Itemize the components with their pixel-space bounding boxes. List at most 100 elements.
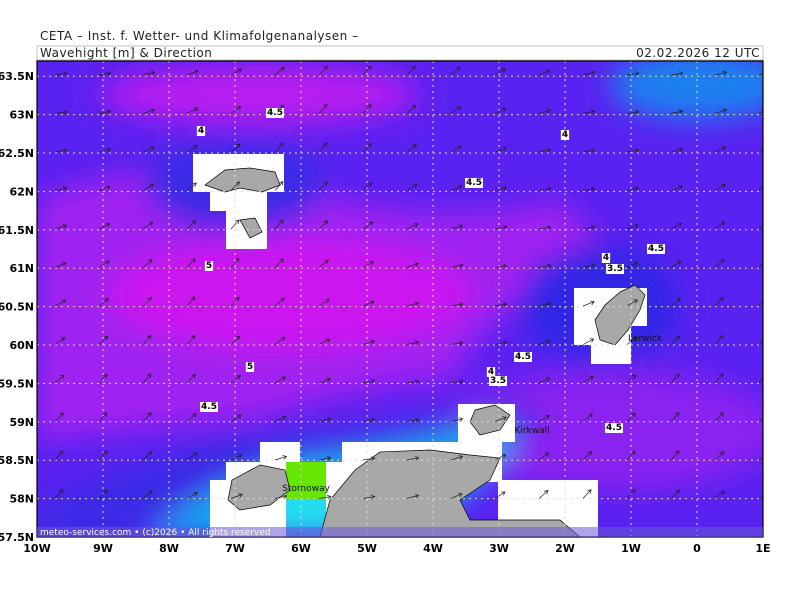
direction-arrow [450, 66, 461, 76]
direction-arrow [142, 259, 153, 268]
direction-arrow [318, 181, 328, 191]
direction-arrow [538, 490, 549, 499]
direction-arrow [494, 453, 507, 461]
direction-arrow [450, 106, 462, 114]
direction-arrow [362, 104, 372, 114]
direction-arrow [758, 456, 763, 461]
direction-arrow [582, 338, 595, 345]
direction-arrow [98, 335, 109, 345]
direction-arrow [362, 339, 376, 345]
direction-arrow [450, 492, 463, 499]
direction-arrow [670, 222, 683, 230]
direction-arrow [450, 145, 463, 153]
direction-arrow [230, 68, 243, 76]
direction-arrow [98, 450, 108, 461]
contour-label-bg [489, 376, 507, 386]
direction-arrow [230, 143, 241, 153]
direction-arrow [98, 411, 108, 422]
lat-label: 61.5N [0, 224, 34, 237]
direction-arrow [582, 262, 596, 268]
direction-arrow [714, 108, 728, 114]
magenta-zone [110, 240, 470, 350]
direction-arrow [54, 337, 66, 345]
lon-label: 0 [693, 542, 701, 555]
direction-arrow [362, 221, 374, 230]
direction-arrow [582, 186, 596, 192]
direction-arrow [582, 376, 594, 384]
direction-arrow [450, 455, 464, 461]
direction-arrow [318, 377, 331, 384]
direction-arrow [186, 413, 197, 422]
direction-arrow [714, 183, 726, 191]
direction-arrow [582, 224, 596, 230]
contour-label-text: 4.5 [466, 178, 482, 188]
footer: meteo-services.com • (c)2026 • All right… [40, 528, 271, 538]
direction-arrow [98, 71, 112, 76]
direction-arrow [670, 71, 684, 76]
direction-arrow [54, 374, 65, 384]
direction-arrow [274, 494, 288, 499]
direction-arrow [142, 221, 154, 230]
lat-label: 60N [9, 339, 34, 352]
contour-label: 4.5 [605, 423, 623, 433]
direction-arrow [362, 494, 376, 500]
lat-label: 62N [9, 185, 34, 198]
direction-arrow [230, 219, 240, 230]
direction-arrow [626, 412, 636, 422]
place-name: Kirkwall [514, 426, 549, 436]
direction-arrow [406, 223, 419, 230]
direction-arrow [670, 489, 680, 499]
direction-arrow [670, 373, 680, 384]
contour-label-bg [647, 244, 665, 254]
direction-arrow [714, 70, 728, 76]
direction-arrow [98, 489, 108, 499]
direction-arrow [274, 142, 284, 153]
direction-arrow [54, 261, 67, 268]
direction-arrow [494, 107, 507, 114]
direction-arrow [406, 417, 420, 423]
lat-label: 58N [9, 493, 34, 506]
magenta-zone [100, 65, 420, 125]
direction-arrow [538, 69, 551, 76]
lon-label: 5W [357, 542, 377, 555]
direction-arrow [450, 184, 463, 191]
contour-label-text: 4 [562, 130, 568, 140]
contour-label-text: 3.5 [490, 376, 506, 386]
direction-arrow [186, 452, 198, 461]
field [37, 61, 763, 537]
lat-label: 59N [9, 416, 34, 429]
land [204, 167, 646, 537]
direction-arrow [98, 185, 111, 191]
direction-arrow [538, 452, 550, 461]
direction-arrow [538, 186, 552, 192]
direction-arrow [54, 148, 68, 153]
direction-arrow [318, 494, 332, 500]
contour-label: 3.5 [606, 264, 624, 274]
direction-arrow [274, 258, 284, 268]
direction-arrow [98, 298, 109, 307]
direction-arrow [274, 67, 285, 76]
direction-arrow [406, 493, 420, 499]
direction-arrow [54, 186, 68, 191]
contour-label-bg [196, 126, 206, 136]
contour-label: 4.5 [200, 402, 218, 412]
direction-arrow [230, 296, 240, 307]
direction-arrow [758, 148, 763, 153]
lon-label: 8W [159, 542, 179, 555]
contour-label-text: 4 [488, 367, 494, 377]
direction-arrow [714, 373, 724, 384]
direction-arrow [670, 185, 683, 191]
direction-arrow [626, 186, 640, 191]
contour-label-bg [486, 367, 496, 377]
direction-arrow [186, 335, 196, 345]
direction-arrow [582, 489, 592, 499]
direction-arrow [494, 263, 508, 269]
contour-label-text: 4 [603, 253, 609, 263]
direction-arrow [758, 495, 763, 499]
contour-label: 4.5 [514, 352, 532, 362]
direction-arrow [274, 297, 285, 307]
direction-arrow [626, 299, 638, 307]
lat-label: 60.5N [0, 301, 34, 314]
direction-arrow [406, 65, 416, 76]
lat-label: 63.5N [0, 70, 34, 83]
